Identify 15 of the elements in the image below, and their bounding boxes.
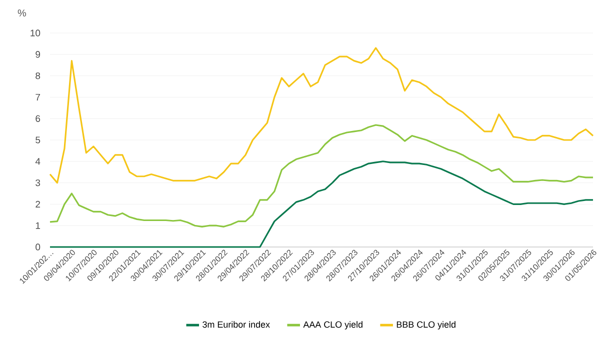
y-tick-label: 7 xyxy=(36,94,40,100)
legend-label: AAA CLO yield xyxy=(303,321,362,330)
y-tick-label: 6 xyxy=(36,115,40,122)
y-tick-label: 0 xyxy=(36,244,40,250)
y-tick-label: 10 xyxy=(30,30,40,36)
legend-label: BBB CLO yield xyxy=(396,321,456,330)
y-axis-title: % xyxy=(18,10,26,16)
legend-label: 3m Euribor index xyxy=(202,321,270,328)
y-tick-label: 2 xyxy=(36,200,40,208)
y-tick-label: 5 xyxy=(36,136,40,144)
y-tick-label: 9 xyxy=(36,51,40,58)
y-tick-label: 1 xyxy=(36,222,40,229)
y-tick-label: 4 xyxy=(35,158,40,165)
y-tick-label: 8 xyxy=(36,72,40,80)
y-tick-label: 3 xyxy=(36,179,40,186)
